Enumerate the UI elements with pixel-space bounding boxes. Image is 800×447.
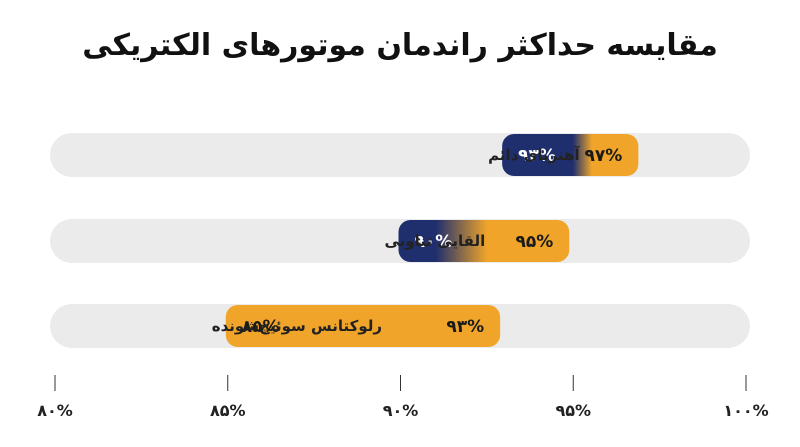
axis-tick-label: ۱۰۰%: [723, 401, 768, 420]
row-track: [50, 133, 750, 177]
range-bar: [502, 134, 639, 176]
max-value-label: ۹۵%: [515, 232, 553, 252]
max-value-label: ۹۷%: [585, 146, 623, 166]
category-label: رلوکتانس سوئیچ‌شونده: [212, 317, 382, 335]
category-label: القایی تناوبی: [385, 232, 486, 250]
range-bar: [225, 305, 501, 347]
category-label: آهنربای دائم: [488, 146, 580, 164]
min-value-label: ۹۳%: [518, 146, 556, 166]
chart-title: مقایسه حداکثر راندمان موتورهای الکتریکی: [82, 28, 718, 63]
range-bar: [398, 220, 570, 262]
min-value-label: ۹۰%: [415, 232, 453, 252]
axis-tick-label: ۸۵%: [210, 401, 246, 420]
axis-tick-label: ۹۵%: [555, 401, 591, 420]
axis-tick-label: ۸۰%: [37, 401, 73, 420]
min-value-label: ۸۵%: [242, 317, 280, 337]
axis-tick-label: ۹۰%: [383, 401, 419, 420]
max-value-label: ۹۳%: [446, 317, 484, 337]
